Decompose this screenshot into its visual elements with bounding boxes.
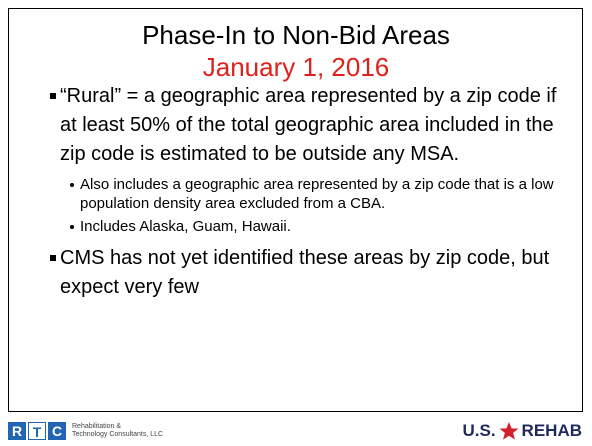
bullet: “Rural” = a geographic area represented …	[50, 82, 570, 169]
logo-line: Technology Consultants, LLC	[72, 431, 164, 438]
logo-letter: C	[48, 422, 66, 440]
logo-line: Rehabilitation &	[72, 423, 122, 430]
slide-title: Phase-In to Non-Bid Areas	[142, 20, 450, 50]
slide-frame	[8, 8, 583, 412]
logo-text: Rehabilitation & Technology Consultants,…	[72, 423, 163, 439]
rtc-logo: R T C Rehabilitation & Technology Consul…	[8, 420, 163, 442]
logo-word: REHAB	[521, 421, 582, 440]
star-icon	[499, 422, 519, 440]
sub-bullet: Also includes a geographic area represen…	[70, 175, 570, 213]
sub-bullet-list: Also includes a geographic area represen…	[60, 175, 570, 236]
bullet-list: “Rural” = a geographic area represented …	[50, 82, 570, 308]
logo-letter: R	[8, 422, 26, 440]
sub-bullet: Includes Alaska, Guam, Hawaii.	[70, 217, 570, 236]
logo-word: U.S.	[462, 421, 496, 440]
us-rehab-logo: U.S. REHAB	[462, 421, 582, 441]
logo-letter: T	[28, 422, 46, 440]
slide-subtitle: January 1, 2016	[202, 52, 390, 82]
bullet: CMS has not yet identified these areas b…	[50, 244, 570, 302]
